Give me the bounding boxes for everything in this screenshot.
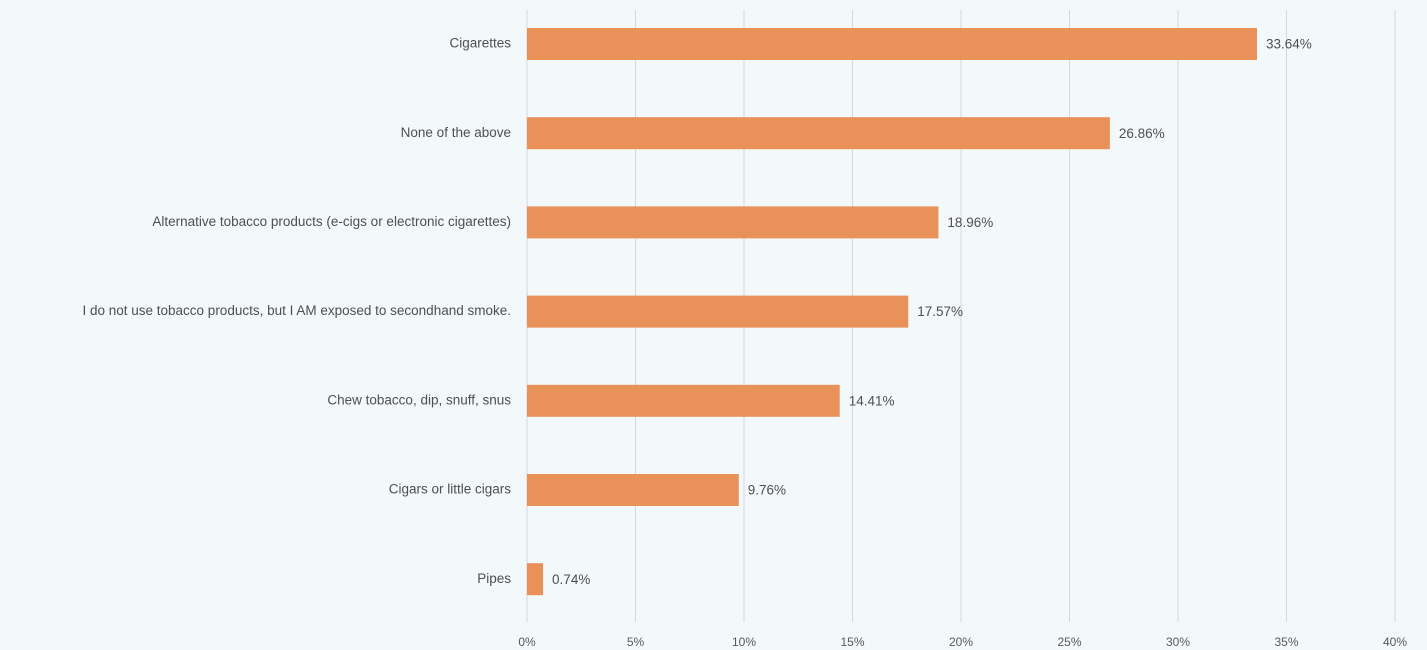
bar (527, 295, 909, 328)
x-axis-tick-labels: 0% 5% 10% 15% 20% 25% 30% 35% 40% (518, 635, 1407, 649)
x-tick-label: 30% (1166, 635, 1190, 649)
bar (527, 474, 739, 506)
x-tick-label: 0% (518, 635, 536, 649)
category-label: Cigarettes (449, 36, 511, 51)
data-label: 14.41% (849, 393, 895, 408)
value-labels: 33.64% 26.86% 18.96% 17.57% 14.41% 9.76% 0.74% (552, 37, 1312, 587)
x-tick-label: 20% (949, 635, 973, 649)
bar (527, 384, 840, 417)
bar (527, 28, 1257, 60)
x-tick-label: 40% (1383, 635, 1407, 649)
category-label: Chew tobacco, dip, snuff, snus (327, 392, 511, 407)
x-tick-label: 5% (627, 635, 645, 649)
category-label: Pipes (477, 571, 511, 586)
category-labels: Cigarettes None of the above Alternative t… (82, 36, 511, 586)
data-label: 33.64% (1266, 37, 1312, 52)
x-tick-label: 25% (1057, 635, 1081, 649)
x-tick-label: 10% (732, 635, 756, 649)
category-label: I do not use tobacco products, but I AM … (82, 303, 511, 318)
gridlines (526, 10, 1396, 622)
data-label: 17.57% (917, 304, 963, 319)
bar (527, 117, 1110, 150)
data-label: 9.76% (748, 483, 786, 498)
bar (527, 206, 939, 239)
category-label: Cigars or little cigars (389, 482, 512, 497)
data-label: 0.74% (552, 572, 590, 587)
bars (527, 28, 1257, 596)
category-label: None of the above (401, 125, 511, 140)
bar (527, 563, 544, 596)
data-label: 26.86% (1119, 126, 1165, 141)
x-tick-label: 35% (1274, 635, 1298, 649)
x-tick-label: 15% (840, 635, 864, 649)
data-label: 18.96% (947, 215, 993, 230)
category-label: Alternative tobacco products (e-cigs or … (152, 214, 511, 229)
